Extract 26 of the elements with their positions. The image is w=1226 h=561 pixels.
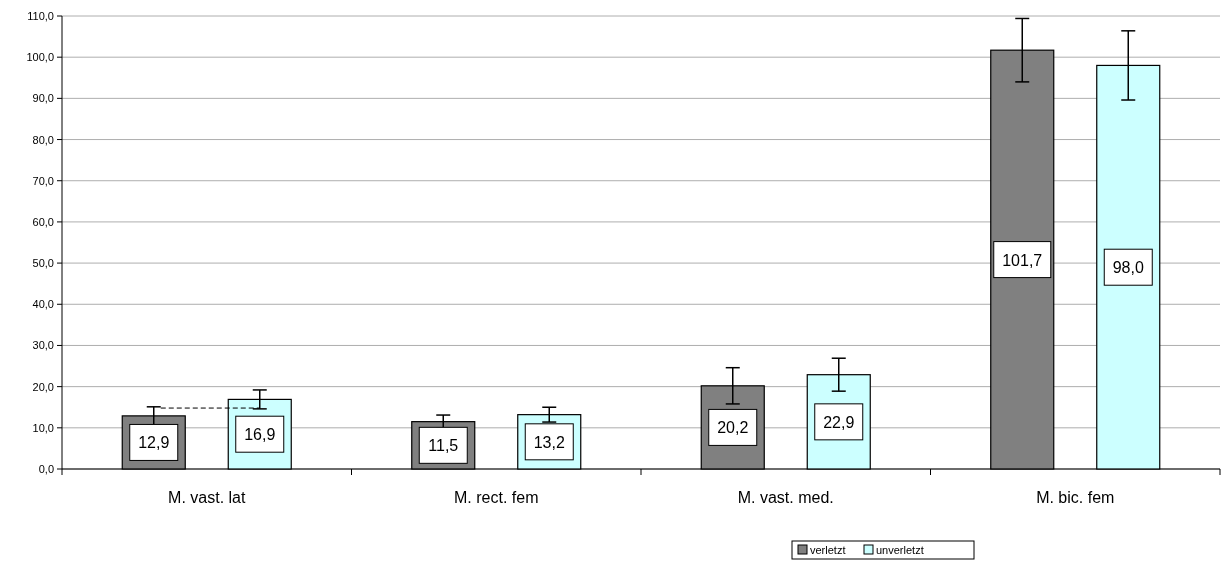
- y-tick-label: 40,0: [32, 298, 54, 311]
- data-label: 20,2: [717, 419, 749, 437]
- data-label: 98,0: [1112, 259, 1144, 277]
- y-tick-label: 100,0: [26, 51, 54, 64]
- legend-label: unverletzt: [876, 544, 924, 556]
- data-label: 11,5: [428, 437, 459, 455]
- data-label: 16,9: [244, 426, 276, 444]
- y-tick-label: 30,0: [32, 339, 54, 352]
- x-tick-label: M. rect. fem: [454, 489, 539, 506]
- y-tick-label: 20,0: [32, 380, 54, 393]
- y-tick-label: 50,0: [32, 257, 54, 270]
- data-label: 101,7: [1002, 251, 1043, 269]
- x-tick-label: M. vast. lat: [168, 489, 246, 506]
- y-tick-label: 110,0: [27, 10, 54, 22]
- data-label: 22,9: [823, 413, 855, 431]
- data-label: 12,9: [138, 434, 170, 452]
- y-tick-label: 10,0: [32, 421, 54, 434]
- y-tick-label: 70,0: [32, 174, 54, 187]
- x-tick-label: M. vast. med.: [737, 489, 834, 506]
- legend-label: verletzt: [810, 544, 846, 556]
- y-tick-label: 80,0: [32, 133, 54, 146]
- y-tick-label: 90,0: [32, 92, 54, 105]
- data-label: 13,2: [533, 433, 565, 451]
- x-tick-label: M. bic. fem: [1036, 489, 1115, 506]
- y-tick-label: 60,0: [32, 215, 54, 228]
- y-tick-label: 0,0: [38, 463, 54, 475]
